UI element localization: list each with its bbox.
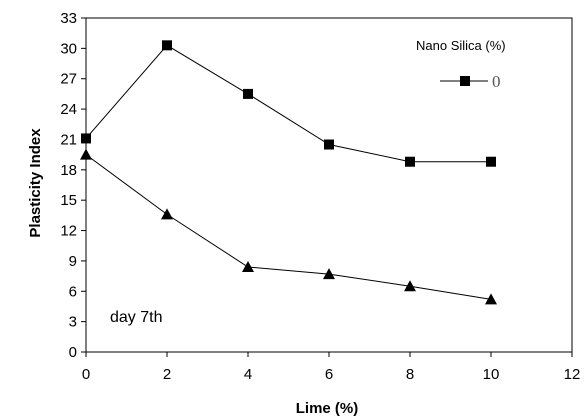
x-tick-label: 12 [564, 366, 581, 383]
y-tick-label: 12 [60, 223, 77, 240]
plot-border [85, 17, 573, 353]
data-point-triangle [485, 293, 497, 305]
legend: Nano Silica (%) 0 [416, 38, 506, 91]
data-point-triangle [404, 280, 416, 292]
data-point-triangle [242, 260, 254, 272]
data-point-square [162, 40, 172, 51]
y-tick-label: 9 [69, 253, 77, 270]
x-tick-label: 4 [244, 366, 252, 383]
data-point-square [324, 139, 334, 150]
x-tick-label: 6 [325, 366, 333, 383]
data-point-triangle [80, 148, 92, 160]
data-point-square [243, 88, 253, 99]
y-tick-label: 33 [60, 10, 77, 27]
y-axis-ticks: 0 3 6 9 12 15 18 21 24 27 30 33 [60, 10, 86, 361]
annotation-day-7th: day 7th [110, 309, 162, 326]
x-axis-title: Lime (%) [296, 400, 359, 417]
y-tick-label: 0 [69, 344, 77, 361]
y-tick-label: 15 [60, 192, 77, 209]
data-point-square [486, 156, 496, 167]
y-tick-label: 18 [60, 162, 77, 179]
x-tick-label: 0 [82, 366, 90, 383]
y-tick-label: 3 [69, 314, 77, 331]
series-layer [80, 40, 497, 305]
data-point-square [81, 133, 91, 144]
x-axis-ticks: 0 2 4 6 8 10 12 [82, 352, 581, 383]
series-triangle [80, 148, 497, 305]
y-tick-label: 6 [69, 283, 77, 300]
series-line [85, 154, 492, 300]
y-tick-label: 24 [60, 101, 77, 118]
legend-title: Nano Silica (%) [416, 38, 506, 53]
y-tick-label: 27 [60, 71, 77, 88]
y-axis-title: Plasticity Index [27, 128, 44, 238]
x-tick-label: 2 [163, 366, 171, 383]
x-tick-label: 10 [483, 366, 500, 383]
x-tick-label: 8 [406, 366, 414, 383]
y-tick-label: 30 [60, 40, 77, 57]
plot-frame [85, 17, 573, 353]
series-line [85, 44, 491, 163]
data-point-triangle [161, 208, 173, 220]
data-point-triangle [323, 268, 335, 280]
legend-entry-label: 0 [492, 72, 501, 91]
data-point-square [405, 156, 415, 167]
series-square [81, 40, 496, 167]
y-tick-label: 21 [60, 131, 77, 148]
legend-square-marker [460, 76, 470, 86]
